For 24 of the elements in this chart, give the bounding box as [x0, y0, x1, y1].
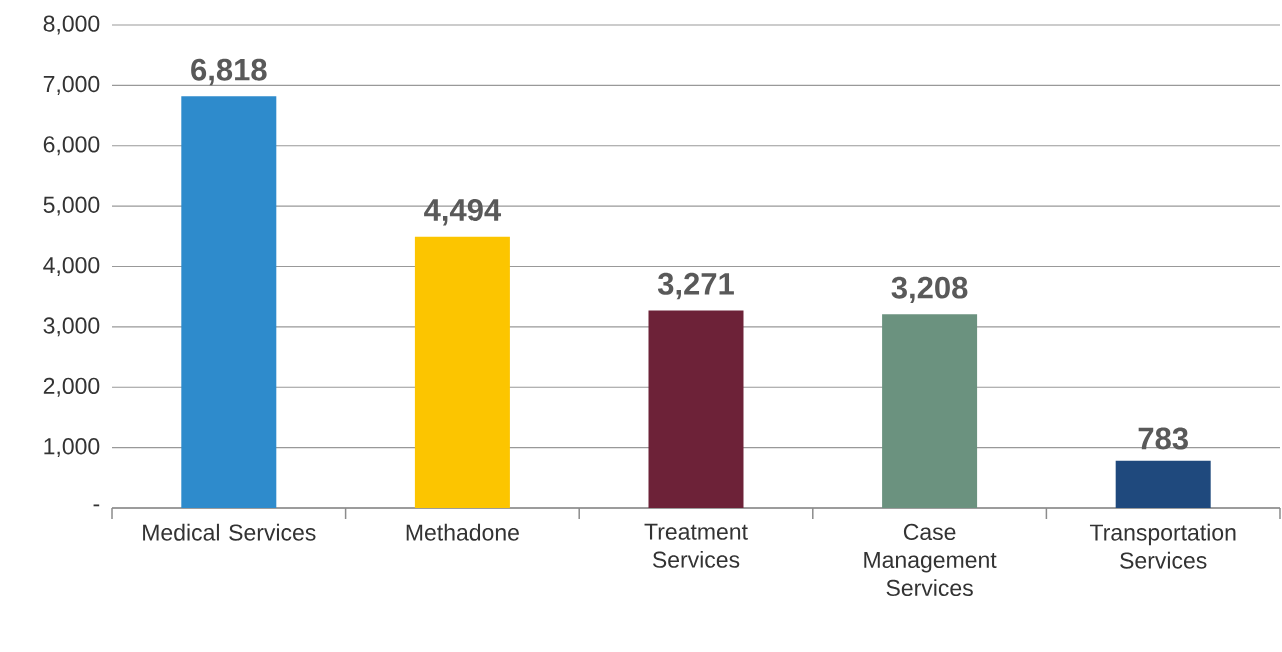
x-tick-label: Case Management Services [864, 523, 997, 597]
y-tick-label: 8,000 [43, 15, 100, 35]
x-tick-label: Medical Services [143, 523, 316, 541]
data-label: 6,818 [191, 58, 267, 86]
y-tick-label: 1,000 [44, 438, 100, 458]
data-label: 783 [1138, 427, 1188, 450]
y-tick-label: 3,000 [43, 317, 100, 337]
bar [414, 236, 510, 508]
data-label: 3,208 [891, 276, 968, 304]
bar [181, 96, 277, 508]
data-label: 3,271 [657, 272, 734, 300]
bar [648, 310, 744, 508]
y-tick-label: 5,000 [43, 196, 100, 216]
bar [882, 314, 978, 508]
x-tick-label: Treatment Services [644, 523, 748, 568]
x-tick-label: Methadone [406, 523, 519, 541]
y-tick-label: 6,000 [43, 136, 100, 156]
y-tick-label: 7,000 [43, 75, 100, 95]
x-tick-label: Transportation Services [1089, 523, 1236, 569]
y-tick-label: - [93, 504, 100, 507]
y-tick-label: 2,000 [43, 377, 100, 397]
data-label: 4,494 [424, 199, 502, 226]
bar [1115, 460, 1211, 508]
y-tick-label: 4,000 [43, 256, 100, 276]
